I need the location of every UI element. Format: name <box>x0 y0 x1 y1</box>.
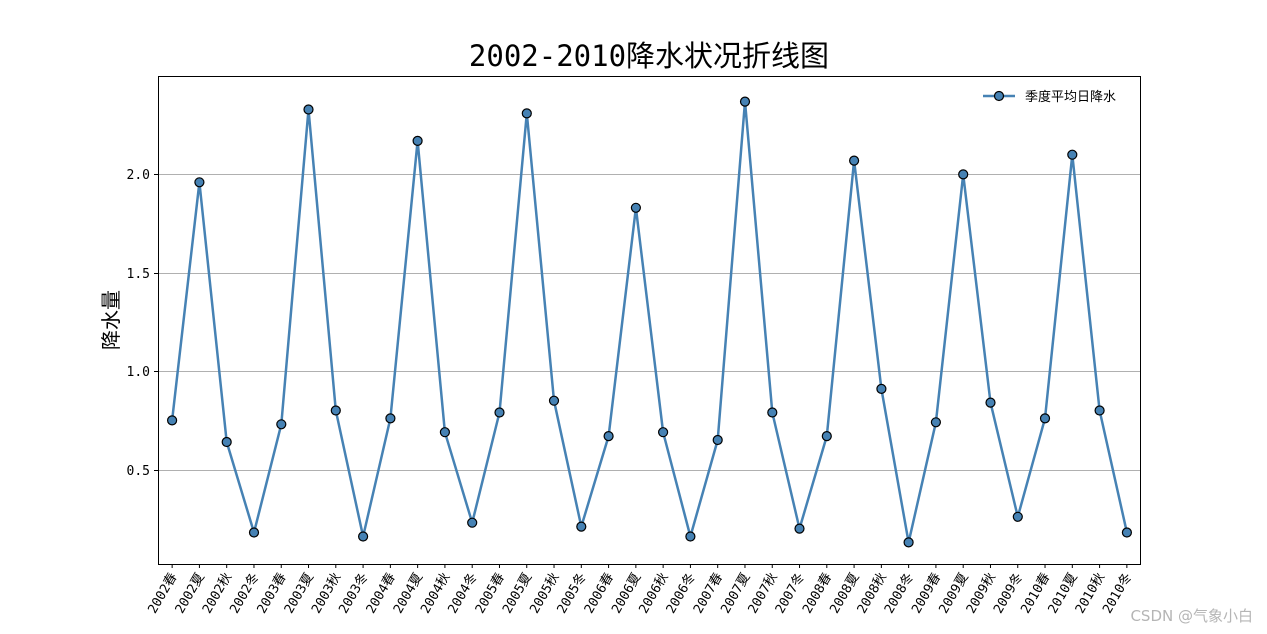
data-point <box>876 383 887 394</box>
data-point <box>1039 413 1051 424</box>
series-line <box>170 100 1129 544</box>
data-point <box>330 405 341 416</box>
x-axis-ticks: 2002春2002夏2002秋2002冬2003春2003夏2003秋2003冬… <box>145 564 1135 616</box>
data-point <box>985 397 996 408</box>
data-point <box>521 108 532 119</box>
legend-entry-label: 季度平均日降水 <box>1025 89 1116 105</box>
data-point <box>603 431 614 442</box>
data-point <box>358 531 369 542</box>
y-axis-label: 降水量 <box>99 290 123 350</box>
data-point <box>903 537 914 548</box>
data-point <box>930 417 942 428</box>
plot-area-frame <box>158 76 1141 565</box>
y-tick-label: 1.0 <box>127 365 150 380</box>
data-point <box>548 395 560 406</box>
data-point <box>467 517 478 528</box>
data-point <box>767 407 778 418</box>
data-point <box>1067 149 1078 160</box>
y-tick-label: 2.0 <box>127 168 150 183</box>
chart-title: 2002-2010降水状况折线图 <box>469 39 829 73</box>
data-point <box>630 202 642 213</box>
y-tick-label: 0.5 <box>127 464 150 479</box>
data-point <box>958 169 969 180</box>
data-point <box>303 104 314 115</box>
data-point <box>1121 527 1133 538</box>
data-point <box>494 407 505 418</box>
data-point <box>712 434 723 446</box>
y-tick-label: 1.5 <box>127 267 150 282</box>
data-point <box>221 436 232 448</box>
data-point <box>276 419 287 430</box>
series-layer <box>167 96 1133 548</box>
data-point <box>576 521 587 532</box>
data-point <box>194 177 205 188</box>
data-point <box>248 527 260 538</box>
data-point <box>821 431 832 442</box>
y-axis-ticks: 0.5 1.0 1.5 2.0 <box>127 168 158 479</box>
data-point <box>739 96 751 107</box>
data-point <box>412 135 423 146</box>
data-point <box>657 427 669 438</box>
legend: 季度平均日降水 <box>983 89 1116 105</box>
data-point <box>439 427 450 438</box>
data-point <box>1012 511 1023 522</box>
watermark: CSDN @气象小白 <box>1130 607 1253 625</box>
data-point <box>685 531 696 542</box>
data-point <box>794 523 805 534</box>
data-point <box>848 155 860 166</box>
legend-marker <box>993 90 1005 102</box>
gridlines <box>158 174 1140 471</box>
data-point <box>1094 405 1105 416</box>
data-point <box>385 413 396 424</box>
data-point <box>167 415 178 426</box>
